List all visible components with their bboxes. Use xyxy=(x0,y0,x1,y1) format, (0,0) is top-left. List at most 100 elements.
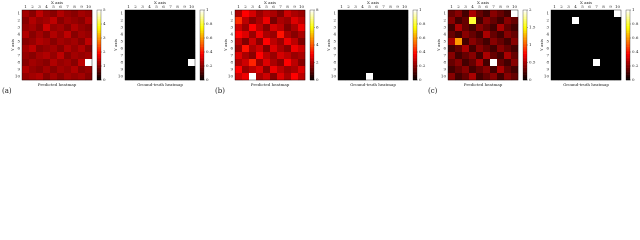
heat-cell xyxy=(352,52,360,60)
heat-cell xyxy=(476,52,484,60)
colorbar-step xyxy=(413,41,417,44)
heat-cell xyxy=(359,45,367,53)
colorbar-step xyxy=(310,32,314,35)
x-tick-label: 8 xyxy=(602,4,605,9)
colorbar-step xyxy=(200,66,204,68)
colorbar-step xyxy=(310,13,314,16)
heat-cell xyxy=(242,17,250,25)
panel-title: Ground-truth heatmap xyxy=(563,82,609,87)
colorbar-step xyxy=(413,15,417,18)
heat-cell xyxy=(64,31,72,39)
colorbar-step xyxy=(626,10,630,12)
heat-cell xyxy=(359,52,367,60)
x-tick-label: 9 xyxy=(506,4,509,9)
heat-cell xyxy=(78,45,86,53)
heat-cell xyxy=(263,59,271,67)
heat-cell xyxy=(263,52,271,60)
heat-cell xyxy=(71,59,79,67)
x-tick-label: 2 xyxy=(560,4,563,9)
colorbar-step xyxy=(523,62,527,65)
heat-cell xyxy=(291,45,299,53)
x-axis-label: X axis xyxy=(367,0,379,5)
heat-cell xyxy=(387,10,395,18)
colorbar-step xyxy=(97,57,101,60)
colorbar-tick-label: 1 xyxy=(632,7,635,12)
heat-cell xyxy=(394,66,402,74)
heat-cell xyxy=(345,45,353,53)
heat-cell xyxy=(146,24,154,32)
heat-cell xyxy=(298,10,306,18)
colorbar-step xyxy=(523,52,527,54)
y-tick-label: 8 xyxy=(17,60,20,65)
colorbar-step xyxy=(97,24,101,26)
heat-cell xyxy=(455,73,463,81)
colorbar-step xyxy=(97,66,101,68)
colorbar-step xyxy=(97,52,101,54)
colorbar-step xyxy=(626,29,630,32)
heat-cell xyxy=(490,59,498,67)
heat-cell xyxy=(263,24,271,32)
colorbar-step xyxy=(200,17,204,19)
colorbar-step xyxy=(523,32,527,35)
heat-cell xyxy=(146,59,154,67)
heat-cell xyxy=(242,24,250,32)
heat-cell xyxy=(167,31,175,39)
heat-cell xyxy=(497,17,505,25)
heat-cell xyxy=(256,24,264,32)
heat-cell xyxy=(181,10,189,18)
heat-cell xyxy=(373,10,381,18)
colorbar-step xyxy=(626,55,630,58)
heat-cell xyxy=(497,73,505,81)
heat-cell xyxy=(614,17,622,25)
heat-cell xyxy=(469,59,477,67)
heat-cell xyxy=(57,31,65,39)
heat-cell xyxy=(483,45,491,53)
colorbar-step xyxy=(413,69,417,72)
heat-cell xyxy=(352,73,360,81)
heat-cell xyxy=(565,52,573,60)
x-axis-label: X axis xyxy=(154,0,166,5)
heat-cell xyxy=(298,52,306,60)
colorbar-step xyxy=(97,25,101,28)
heat-cell xyxy=(291,31,299,39)
x-tick-label: 6 xyxy=(588,4,591,9)
heat-cell xyxy=(401,10,409,18)
heat-cell xyxy=(174,31,182,39)
heat-cell xyxy=(511,45,519,53)
colorbar-step xyxy=(310,43,314,46)
colorbar-step xyxy=(523,29,527,32)
colorbar-step xyxy=(413,24,417,26)
x-tick-label: 5 xyxy=(368,4,371,9)
heat-cell xyxy=(71,10,79,18)
colorbar-step xyxy=(200,69,204,72)
heat-cell xyxy=(64,66,72,74)
colorbar-step xyxy=(413,29,417,32)
heat-cell xyxy=(242,52,250,60)
y-tick-label: 7 xyxy=(443,53,446,58)
heat-cell xyxy=(153,73,161,81)
heat-cell xyxy=(593,52,601,60)
heat-cell xyxy=(270,52,278,60)
x-tick-label: 9 xyxy=(609,4,612,9)
colorbar-frame xyxy=(199,9,205,81)
colorbar-step xyxy=(97,73,101,75)
heat-cell xyxy=(380,73,388,81)
heat-cell xyxy=(256,59,264,67)
heat-cell xyxy=(511,59,519,67)
y-tick-label: 1 xyxy=(443,11,446,16)
colorbar-tick-label: 0.6 xyxy=(632,35,639,40)
colorbar-step xyxy=(200,31,204,33)
colorbar-step xyxy=(413,13,417,16)
colorbar-tick-label: 0 xyxy=(529,77,532,82)
heat-cell xyxy=(483,66,491,74)
heat-cell xyxy=(50,17,58,25)
heat-cell xyxy=(188,66,196,74)
x-axis-label: X axis xyxy=(580,0,592,5)
heat-cell xyxy=(298,59,306,67)
heat-cell xyxy=(125,31,133,39)
heat-cell xyxy=(64,52,72,60)
heat-cell xyxy=(558,73,566,81)
heat-cell xyxy=(448,17,456,25)
heat-cell xyxy=(235,45,243,53)
heat-cell xyxy=(160,24,168,32)
